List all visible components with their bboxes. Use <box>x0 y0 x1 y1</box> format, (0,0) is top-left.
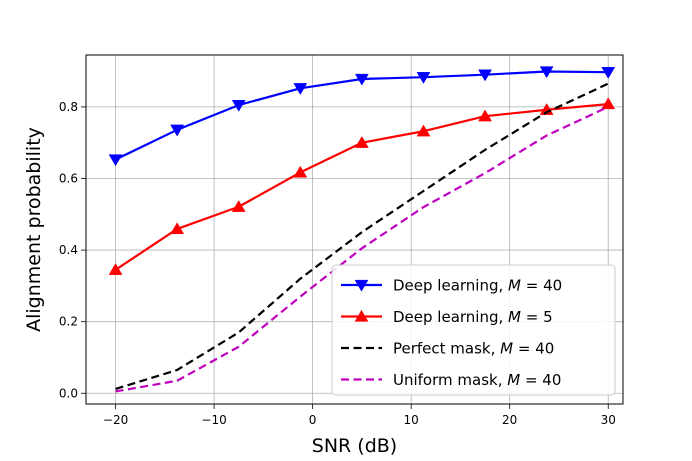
series-deep-learning-m-40 <box>108 66 616 167</box>
series-line <box>115 82 609 391</box>
y-tick-label: 0.8 <box>59 100 78 114</box>
legend-label: Uniform mask, M = 40 <box>393 371 561 389</box>
x-tick-label: −10 <box>201 413 226 427</box>
data-point-marker <box>293 83 308 95</box>
data-point-marker <box>108 154 123 167</box>
legend-entry-deep-learning-m-40: Deep learning, M = 40 <box>341 277 562 295</box>
data-point-marker <box>478 69 492 82</box>
y-tick-label: 0.2 <box>59 315 78 329</box>
series-perfect-mask-m-40 <box>115 82 609 391</box>
data-point-marker <box>170 222 185 235</box>
data-point-marker <box>231 99 246 112</box>
x-axis-label: SNR (dB) <box>312 435 397 457</box>
legend-label: Deep learning, M = 40 <box>393 277 562 295</box>
legend: Deep learning, M = 40 Deep learning, M = … <box>331 264 616 396</box>
plot-frame <box>85 54 624 405</box>
x-tick-label: 20 <box>502 413 517 427</box>
grid <box>86 55 623 404</box>
y-tick-label: 0.4 <box>59 243 78 257</box>
x-tick-label: 0 <box>309 413 317 427</box>
data-point-marker <box>354 136 369 148</box>
series-line <box>115 105 609 393</box>
series-uniform-mask-m-40 <box>115 105 609 393</box>
data-point-marker <box>170 124 185 137</box>
x-tick-label: 30 <box>601 413 616 427</box>
data-point-marker <box>293 165 308 178</box>
data-point-marker <box>478 109 492 122</box>
legend-marker <box>354 279 369 292</box>
data-point-marker <box>601 97 616 110</box>
y-tick-label: 0.0 <box>59 386 78 400</box>
data-point-marker <box>416 124 431 137</box>
legend-entry-perfect-mask-m-40: Perfect mask, M = 40 <box>341 340 554 358</box>
data-point-marker <box>231 200 246 212</box>
y-axis-label: Alignment probability <box>23 127 45 332</box>
legend-box <box>331 264 616 396</box>
data-point-marker <box>539 66 554 79</box>
legend-entry-uniform-mask-m-40: Uniform mask, M = 40 <box>341 371 561 389</box>
x-tick-label: 10 <box>404 413 419 427</box>
legend-label: Deep learning, M = 5 <box>393 308 553 326</box>
x-tick-label: −20 <box>103 413 128 427</box>
legend-entry-deep-learning-m-5: Deep learning, M = 5 <box>341 308 553 326</box>
data-point-marker <box>416 72 431 84</box>
data-point-marker <box>601 67 616 79</box>
series-deep-learning-m-5 <box>108 97 616 275</box>
legend-label: Perfect mask, M = 40 <box>393 340 554 358</box>
data-point-marker <box>354 73 369 86</box>
legend-marker <box>354 309 369 322</box>
series-layer <box>108 66 616 393</box>
ticks: −20 −10 0 10 20 30 0.0 0.2 0.4 0.6 0.8 <box>59 100 616 427</box>
data-point-marker <box>108 263 123 275</box>
y-tick-label: 0.6 <box>59 171 78 185</box>
